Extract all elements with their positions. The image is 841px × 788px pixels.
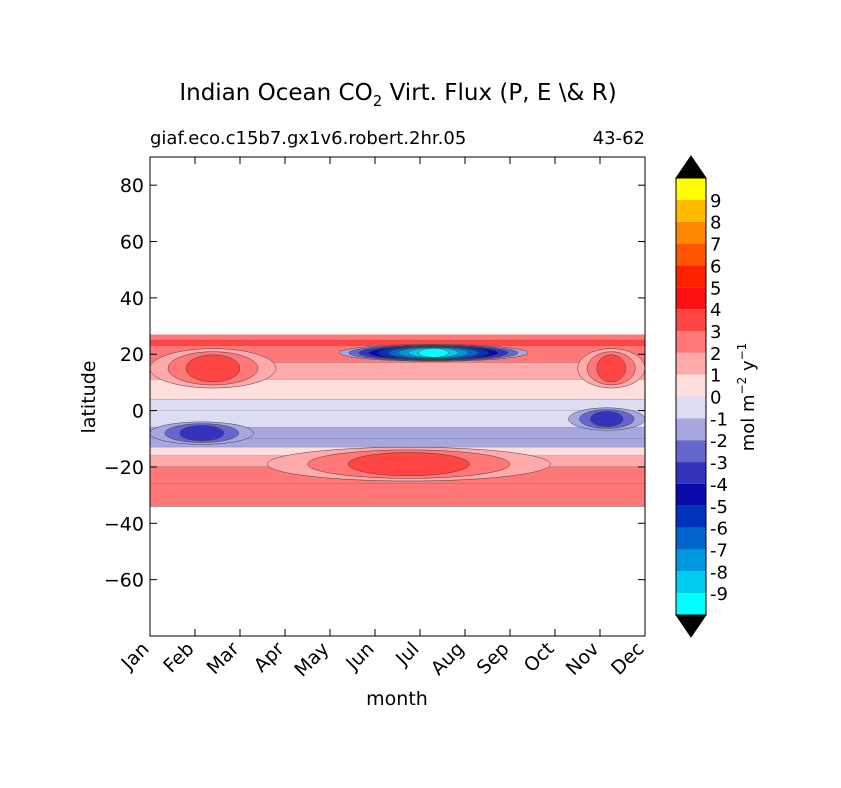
colorbar-tick-label: -1: [710, 409, 728, 430]
x-tick-label: Jan: [117, 638, 154, 675]
colorbar-tick-label: -4: [710, 475, 728, 496]
x-tick-label: Mar: [203, 638, 244, 679]
contour-region: [596, 354, 626, 383]
colorbar-extend-max: [675, 155, 707, 179]
colorbar-tick-label: 6: [710, 256, 721, 277]
colorbar-segment: [676, 287, 706, 310]
y-axis-label: latitude: [78, 361, 100, 434]
colorbar-label-main: mol m: [738, 394, 759, 451]
colorbar-segment: [676, 418, 706, 441]
contour-region: [185, 354, 241, 383]
contour-region: [179, 425, 225, 442]
x-tick-label: Sep: [473, 638, 514, 679]
colorbar-tick-label: -6: [710, 519, 728, 540]
contour-band: [150, 427, 645, 439]
colorbar-tick-label: 0: [710, 388, 721, 409]
y-tick-label: −40: [104, 513, 144, 535]
colorbar-segment: [676, 243, 706, 266]
y-tick-label: 0: [132, 401, 144, 423]
colorbar-tick-label: 1: [710, 366, 721, 387]
colorbar-tick-label: 8: [710, 213, 721, 234]
y-tick-label: 80: [120, 175, 144, 197]
colorbar-segment: [676, 483, 706, 506]
x-tick-label: Jul: [391, 638, 423, 670]
contour-region: [418, 348, 449, 358]
x-axis-label: month: [366, 688, 428, 710]
contour-band: [150, 410, 645, 428]
x-tick-label: May: [290, 638, 333, 681]
colorbar-tick-label: -8: [710, 562, 728, 583]
colorbar-segment: [676, 462, 706, 484]
colorbar-segment: [676, 352, 706, 375]
contour-band: [150, 334, 645, 341]
colorbar-tick-label: 4: [710, 300, 721, 321]
contour-band: [150, 379, 645, 400]
colorbar-segment: [676, 178, 706, 200]
colorbar-tick-label: -2: [710, 431, 728, 452]
colorbar-tick-label: -3: [710, 453, 728, 474]
colorbar-segment: [676, 309, 706, 331]
x-tick-label: Nov: [562, 638, 604, 680]
chart-title: Indian Ocean CO2 Virt. Flux (P, E \& R): [179, 80, 616, 110]
colorbar-label-sup2: −1: [735, 343, 749, 361]
x-tick-label: Oct: [520, 638, 559, 677]
colorbar-segment: [676, 505, 706, 528]
contour-band: [150, 438, 645, 448]
colorbar-segment: [676, 199, 706, 222]
plot-frame: [149, 156, 646, 637]
colorbar-segment: [676, 549, 706, 572]
colorbar-tick-label: 2: [710, 344, 721, 365]
colorbar-tick-label: 3: [710, 322, 721, 343]
title-rest: Virt. Flux (P, E \& R): [382, 80, 616, 106]
colorbar-extend-min: [675, 614, 707, 638]
y-axis-ticks: 80 60 40 20 0 −20 −40 −60: [104, 175, 645, 592]
colorbar-tick-label: 7: [710, 235, 721, 256]
colorbar-segment: [676, 374, 706, 397]
colorbar-segment: [676, 527, 706, 550]
colorbar-tick-label: -5: [710, 497, 728, 518]
colorbar-tick-label: -9: [710, 584, 728, 605]
contour-band: [150, 340, 645, 346]
x-tick-label: Aug: [427, 638, 469, 680]
year-range-label: 43-62: [593, 128, 645, 149]
y-tick-label: 60: [120, 232, 144, 254]
contour-region: [590, 411, 624, 428]
colorbar-segment: [676, 593, 706, 615]
run-id-label: giaf.eco.c15b7.gx1v6.robert.2hr.05: [150, 128, 466, 149]
colorbar-segment: [676, 440, 706, 463]
colorbar-tick-label: 5: [710, 278, 721, 299]
contour-band: [150, 399, 645, 411]
colorbar-tick-label: -7: [710, 540, 728, 561]
colorbar-label: mol m−2 y−1: [735, 343, 759, 452]
contour-region: [347, 452, 470, 476]
colorbar-segment: [676, 396, 706, 419]
colorbar-frame: [675, 177, 707, 616]
y-tick-label: 20: [120, 344, 144, 366]
contour-features: [150, 344, 645, 482]
y-tick-label: −20: [104, 457, 144, 479]
colorbar-segment: [676, 265, 706, 288]
x-tick-label: Apr: [250, 638, 289, 677]
colorbar-segment: [676, 221, 706, 244]
x-tick-label: Jun: [341, 638, 378, 675]
title-subscript: 2: [373, 92, 383, 110]
colorbar-segment: [676, 330, 706, 353]
x-tick-label: Feb: [159, 638, 198, 677]
colorbar-segment: [676, 571, 706, 594]
x-tick-label: Dec: [607, 638, 649, 680]
colorbar-label-sup1: −2: [735, 377, 749, 395]
y-tick-label: −60: [104, 570, 144, 592]
y-tick-label: 40: [120, 288, 144, 310]
colorbar-label-mid: y: [738, 360, 759, 377]
colorbar-tick-label: 9: [710, 191, 721, 212]
contour-band: [150, 483, 645, 507]
title-main: Indian Ocean CO: [179, 80, 372, 106]
